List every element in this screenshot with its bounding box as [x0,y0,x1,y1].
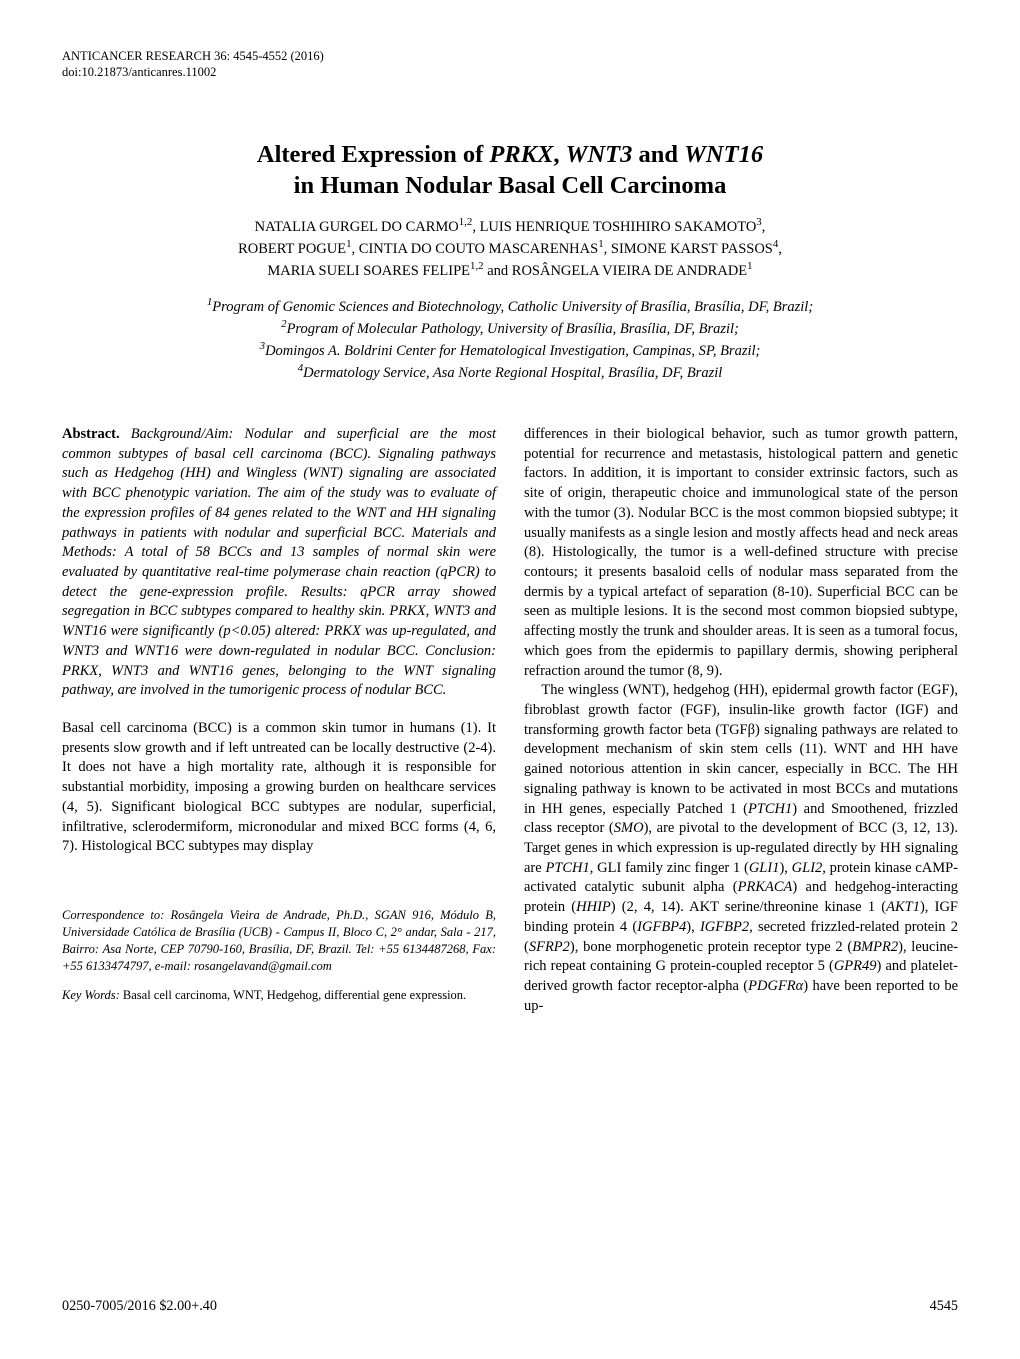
right-paragraph-2: The wingless (WNT), hedgehog (HH), epide… [524,681,958,1016]
right-column: differences in their biological behavior… [524,425,958,1017]
journal-ref: ANTICANCER RESEARCH 36: 4545-4552 (2016) [62,48,324,64]
affiliations-block: 1Program of Genomic Sciences and Biotech… [62,296,958,383]
page-footer: 0250-7005/2016 $2.00+.40 4545 [62,1297,958,1315]
title-line2: in Human Nodular Basal Cell Carcinoma [294,172,727,199]
affiliation-4: 4Dermatology Service, Asa Norte Regional… [298,365,723,381]
abstract-label: Abstract. [62,426,120,442]
footer-left: 0250-7005/2016 $2.00+.40 [62,1297,217,1315]
footer-page-number: 4545 [930,1297,958,1315]
page-header: ANTICANCER RESEARCH 36: 4545-4552 (2016)… [62,48,958,81]
affiliation-1: 1Program of Genomic Sciences and Biotech… [207,299,813,315]
authors-line2: ROBERT POGUE1, CINTIA DO COUTO MASCARENH… [238,241,782,257]
abstract: Abstract. Background/Aim: Nodular and su… [62,425,496,701]
keywords-label: Key Words: [62,988,120,1002]
authors-block: NATALIA GURGEL DO CARMO1,2, LUIS HENRIQU… [62,215,958,281]
keywords-text: Basal cell carcinoma, WNT, Hedgehog, dif… [123,988,466,1002]
article-title: Altered Expression of PRKX, WNT3 and WNT… [62,139,958,202]
correspondence-label: Correspondence to: [62,908,164,922]
body-columns: Abstract. Background/Aim: Nodular and su… [62,425,958,1017]
authors-line1: NATALIA GURGEL DO CARMO1,2, LUIS HENRIQU… [255,219,766,235]
left-column: Abstract. Background/Aim: Nodular and su… [62,425,496,1017]
right-paragraph-1: differences in their biological behavior… [524,425,958,681]
abstract-text: Background/Aim: Nodular and superficial … [62,426,496,698]
doi: doi:10.21873/anticanres.11002 [62,64,324,80]
header-left: ANTICANCER RESEARCH 36: 4545-4552 (2016)… [62,48,324,81]
correspondence-block: Correspondence to: Rosângela Vieira de A… [62,907,496,975]
affiliation-2: 2Program of Molecular Pathology, Univers… [281,321,739,337]
keywords-block: Key Words: Basal cell carcinoma, WNT, He… [62,987,496,1005]
intro-paragraph: Basal cell carcinoma (BCC) is a common s… [62,719,496,857]
title-line1: Altered Expression of PRKX, WNT3 and WNT… [257,141,763,168]
authors-line3: MARIA SUELI SOARES FELIPE1,2 and ROSÂNGE… [267,263,752,279]
affiliation-3: 3Domingos A. Boldrini Center for Hematol… [260,343,761,359]
